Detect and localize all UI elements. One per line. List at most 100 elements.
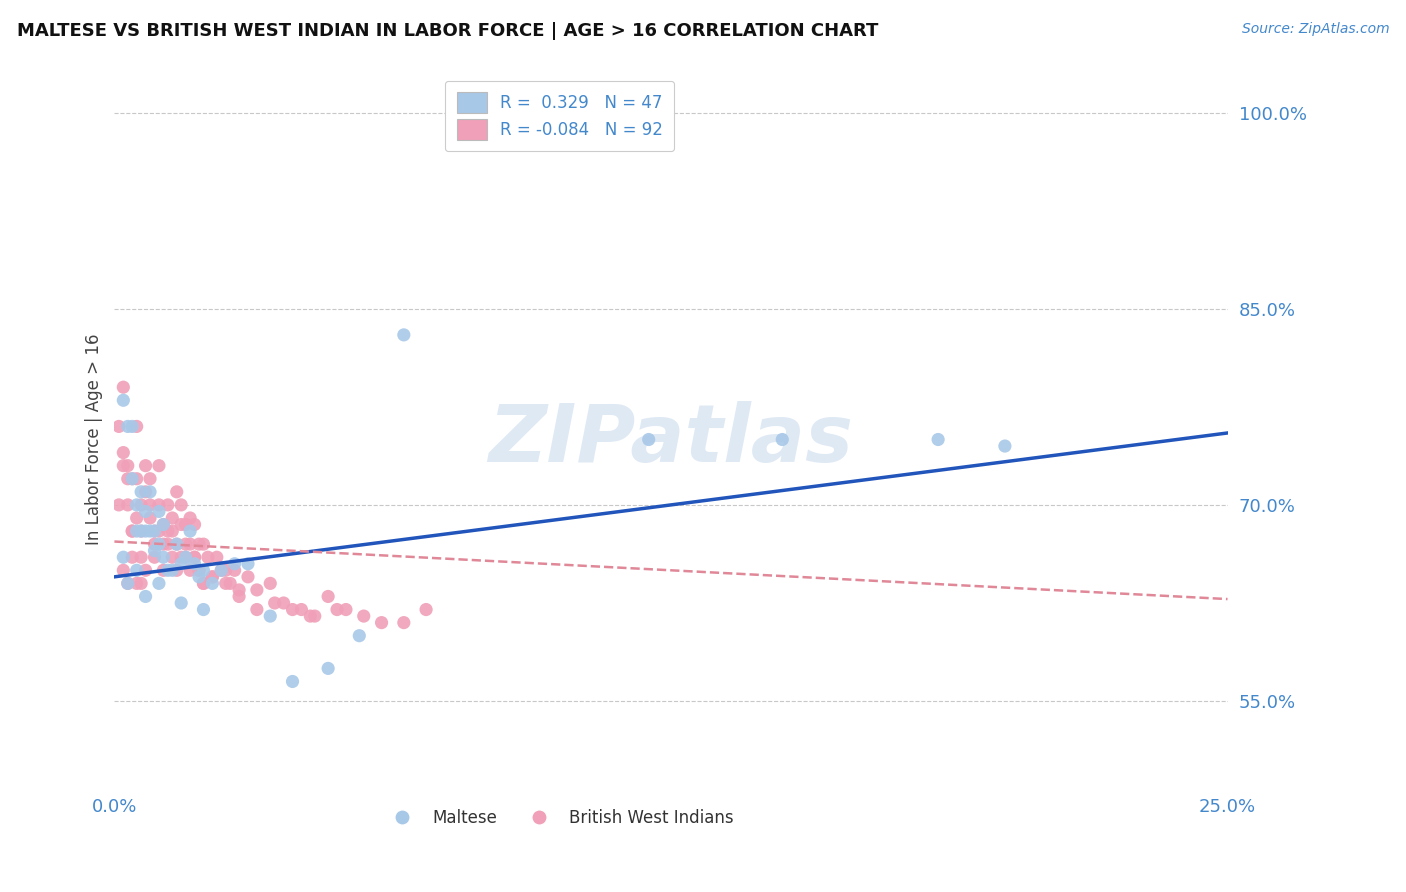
Point bbox=[129, 498, 152, 512]
Point bbox=[370, 615, 392, 630]
Point bbox=[304, 609, 326, 624]
Point bbox=[129, 524, 152, 538]
Point bbox=[209, 563, 232, 577]
Point bbox=[316, 590, 339, 604]
Point bbox=[162, 550, 184, 565]
Point bbox=[117, 458, 139, 473]
Point bbox=[188, 537, 211, 551]
Point bbox=[349, 629, 371, 643]
Point bbox=[316, 661, 339, 675]
Point bbox=[125, 524, 148, 538]
Point bbox=[326, 602, 349, 616]
Point bbox=[112, 393, 135, 408]
Point bbox=[148, 504, 170, 518]
Point bbox=[205, 550, 228, 565]
Point bbox=[188, 563, 211, 577]
Point bbox=[273, 596, 295, 610]
Point bbox=[139, 511, 162, 525]
Point bbox=[259, 576, 281, 591]
Point bbox=[135, 484, 157, 499]
Point bbox=[112, 445, 135, 459]
Point bbox=[179, 537, 201, 551]
Point bbox=[108, 498, 131, 512]
Point bbox=[770, 433, 793, 447]
Point bbox=[170, 550, 193, 565]
Point bbox=[152, 517, 174, 532]
Point bbox=[112, 563, 135, 577]
Point bbox=[148, 458, 170, 473]
Point bbox=[148, 498, 170, 512]
Point bbox=[259, 609, 281, 624]
Point bbox=[281, 602, 304, 616]
Point bbox=[174, 550, 197, 565]
Point bbox=[152, 550, 174, 565]
Point bbox=[143, 543, 166, 558]
Point bbox=[156, 537, 179, 551]
Legend: Maltese, British West Indians: Maltese, British West Indians bbox=[380, 803, 740, 834]
Point bbox=[174, 550, 197, 565]
Text: ZIPatlas: ZIPatlas bbox=[488, 401, 853, 478]
Point bbox=[143, 550, 166, 565]
Point bbox=[129, 576, 152, 591]
Point bbox=[152, 537, 174, 551]
Point bbox=[183, 517, 205, 532]
Point bbox=[193, 563, 215, 577]
Point bbox=[139, 484, 162, 499]
Point bbox=[135, 524, 157, 538]
Point bbox=[183, 550, 205, 565]
Point bbox=[188, 563, 211, 577]
Point bbox=[139, 524, 162, 538]
Point bbox=[152, 563, 174, 577]
Point bbox=[193, 576, 215, 591]
Point bbox=[117, 419, 139, 434]
Point bbox=[290, 602, 312, 616]
Point bbox=[125, 563, 148, 577]
Point bbox=[148, 524, 170, 538]
Point bbox=[353, 609, 375, 624]
Point bbox=[927, 433, 949, 447]
Point bbox=[129, 550, 152, 565]
Point bbox=[117, 576, 139, 591]
Point bbox=[637, 433, 659, 447]
Point bbox=[183, 550, 205, 565]
Point bbox=[139, 472, 162, 486]
Point bbox=[179, 511, 201, 525]
Point bbox=[143, 524, 166, 538]
Point bbox=[139, 498, 162, 512]
Point bbox=[236, 557, 259, 571]
Point bbox=[335, 602, 357, 616]
Point bbox=[174, 537, 197, 551]
Point bbox=[117, 472, 139, 486]
Point bbox=[183, 557, 205, 571]
Point bbox=[129, 524, 152, 538]
Point bbox=[994, 439, 1017, 453]
Point bbox=[121, 472, 143, 486]
Point bbox=[392, 327, 415, 342]
Point bbox=[170, 557, 193, 571]
Point bbox=[193, 602, 215, 616]
Point bbox=[201, 570, 224, 584]
Point bbox=[415, 602, 437, 616]
Point bbox=[174, 517, 197, 532]
Point bbox=[125, 419, 148, 434]
Point bbox=[121, 524, 143, 538]
Y-axis label: In Labor Force | Age > 16: In Labor Force | Age > 16 bbox=[86, 334, 103, 545]
Point bbox=[125, 576, 148, 591]
Point bbox=[228, 590, 250, 604]
Point bbox=[156, 563, 179, 577]
Point bbox=[125, 498, 148, 512]
Point bbox=[299, 609, 322, 624]
Point bbox=[188, 570, 211, 584]
Point bbox=[108, 419, 131, 434]
Point bbox=[125, 472, 148, 486]
Point bbox=[121, 524, 143, 538]
Point bbox=[156, 524, 179, 538]
Point bbox=[166, 484, 188, 499]
Point bbox=[224, 557, 246, 571]
Point bbox=[228, 582, 250, 597]
Point bbox=[166, 537, 188, 551]
Point bbox=[246, 602, 269, 616]
Point bbox=[215, 576, 238, 591]
Point bbox=[219, 576, 242, 591]
Point bbox=[263, 596, 285, 610]
